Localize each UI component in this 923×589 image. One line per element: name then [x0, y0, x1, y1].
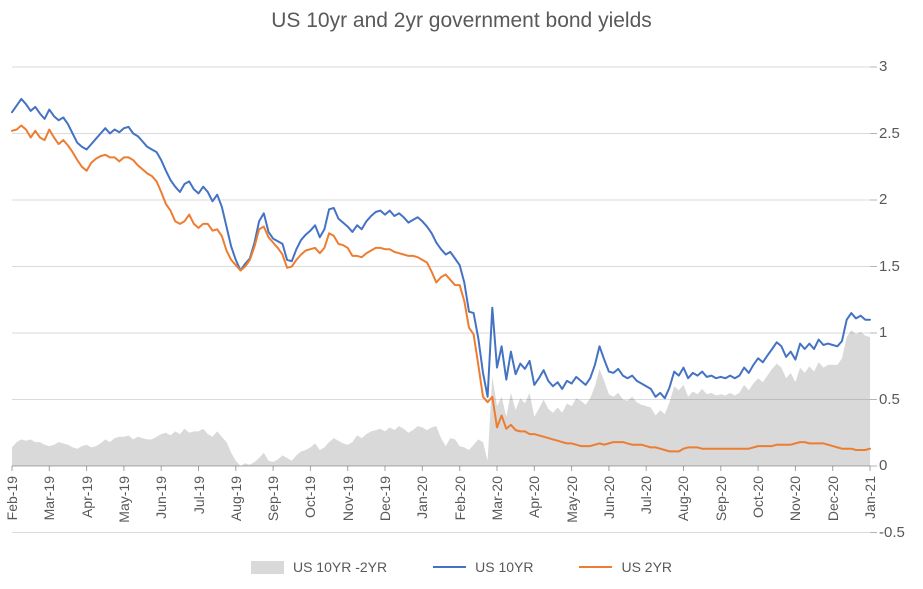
x-axis-label: Oct-20 [750, 476, 767, 519]
x-axis-label: Jul-19 [190, 476, 207, 515]
x-axis-label: Jul-20 [638, 476, 655, 515]
y-axis-label: 3 [879, 58, 888, 75]
legend-label-us10yr: US 10YR [475, 559, 534, 575]
y-axis-label: 2.5 [879, 124, 900, 142]
x-axis-label: Feb-19 [4, 476, 20, 521]
us2yr-line [11, 124, 871, 453]
x-axis-label: Mar-19 [41, 476, 58, 521]
x-axis-label: Apr-19 [78, 476, 95, 519]
us10yr-line-swatch-icon [433, 565, 467, 569]
x-axis-label: Dec-20 [824, 476, 841, 522]
us10yr-line [11, 97, 871, 400]
y-axis-label: 1.5 [879, 257, 900, 275]
y-axis-label: 0.5 [879, 390, 900, 408]
x-axis-label: May-20 [563, 476, 580, 523]
legend: US 10YR -2YR US 10YR US 2YR [0, 555, 923, 579]
legend-item-us2yr: US 2YR [579, 559, 672, 575]
x-axis-label: Sep-20 [712, 476, 729, 522]
x-axis-label: Oct-19 [302, 476, 319, 519]
x-axis-label: Mar-20 [488, 476, 505, 521]
x-axis-label: Apr-20 [526, 476, 543, 519]
x-axis-label: Jan-20 [414, 476, 431, 519]
y-axis-label: 2 [879, 191, 888, 208]
x-axis-label: Aug-20 [675, 476, 692, 522]
spread-area-swatch-icon [250, 560, 284, 574]
x-axis-label: Nov-20 [787, 476, 804, 522]
y-axis-label: 1 [879, 324, 888, 341]
legend-item-spread: US 10YR -2YR [250, 559, 388, 575]
legend-label-spread: US 10YR -2YR [292, 559, 388, 575]
x-axis-label: Jan-21 [862, 476, 878, 519]
y-axis-label: 0 [879, 457, 888, 474]
x-axis-label: Dec-19 [377, 476, 394, 522]
x-axis-label: May-19 [115, 476, 132, 523]
us2yr-line-swatch-icon [579, 565, 613, 569]
y-axis-label: -0.5 [879, 523, 905, 541]
x-axis-label: Jun-20 [600, 476, 617, 519]
x-axis-label: Nov-19 [339, 476, 356, 522]
x-axis-label: Feb-20 [451, 476, 468, 521]
x-axis-label: Jun-19 [153, 476, 170, 519]
legend-item-us10yr: US 10YR [433, 559, 533, 575]
x-axis-label: Aug-19 [227, 476, 244, 522]
x-axis-label: Sep-19 [265, 476, 282, 522]
legend-label-us2yr: US 2YR [621, 559, 673, 575]
spread-area [12, 330, 870, 466]
chart-title: US 10yr and 2yr government bond yields [271, 9, 652, 32]
